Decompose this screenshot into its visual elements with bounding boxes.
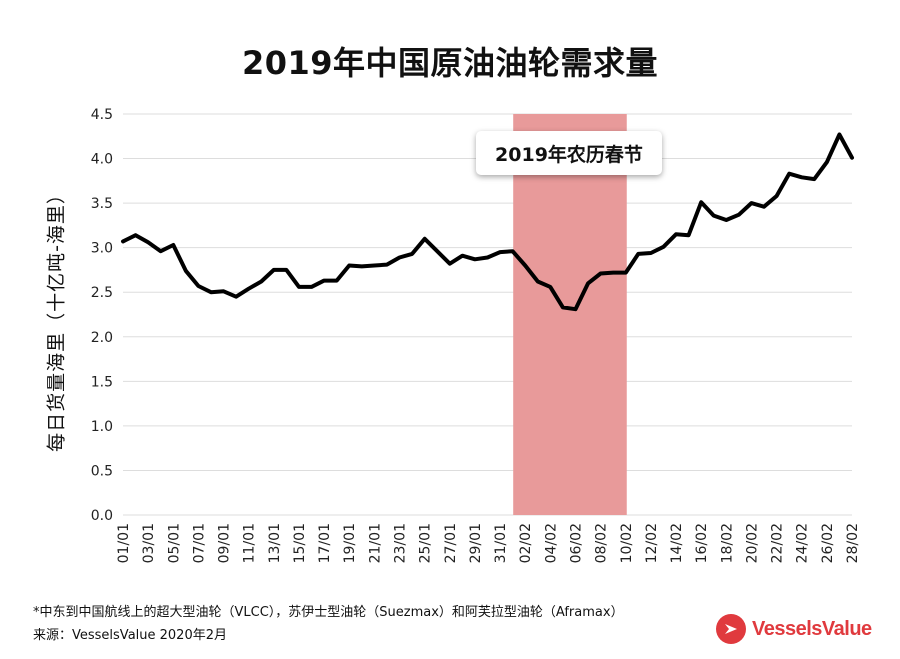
- grid-lines: [123, 113, 852, 516]
- x-tick-label: 24/02: [795, 523, 811, 563]
- x-axis-ticks: 01/01 03/01 05/01 07/01 09/01 11/01 13/01 15/01…: [116, 523, 861, 563]
- y-tick-label: 4.5: [91, 107, 113, 123]
- x-tick-label: 22/02: [770, 523, 786, 563]
- y-tick-label: 2.5: [91, 285, 113, 301]
- x-tick-label: 13/01: [267, 523, 283, 563]
- x-tick-label: 17/01: [317, 523, 333, 563]
- chinese-new-year-label: 2019年农历春节: [476, 131, 662, 175]
- series-line: [121, 132, 854, 312]
- y-axis-ticks: 0.0 0.5 1.0 1.5 2.0 2.5 3.0 3.5 4.0 4.5: [91, 107, 113, 524]
- y-tick-label: 2.0: [91, 330, 113, 346]
- footnote: *中东到中国航线上的超大型油轮（VLCC），苏伊士型油轮（Suezmax）和阿芙…: [33, 605, 624, 620]
- x-tick-label: 29/01: [468, 523, 484, 563]
- x-tick-label: 15/01: [292, 523, 308, 563]
- x-tick-label: 21/01: [367, 523, 383, 563]
- x-tick-label: 05/01: [166, 523, 182, 563]
- source-note: 来源：VesselsValue 2020年2月: [33, 628, 227, 643]
- vesselsvalue-logo-icon: [716, 614, 746, 644]
- y-tick-label: 0.0: [91, 508, 113, 524]
- chart-title: 2019年中国原油油轮需求量: [241, 44, 659, 82]
- x-tick-label: 03/01: [141, 523, 157, 563]
- y-tick-label: 3.5: [91, 196, 113, 212]
- y-tick-label: 4.0: [91, 152, 113, 168]
- chinese-new-year-band: [513, 114, 627, 515]
- vesselsvalue-logo: VesselsValue: [716, 614, 872, 644]
- x-tick-label: 18/02: [719, 523, 735, 563]
- x-tick-label: 14/02: [669, 523, 685, 563]
- x-tick-label: 04/02: [543, 523, 559, 563]
- x-tick-label: 12/02: [644, 523, 660, 563]
- y-tick-label: 1.0: [91, 419, 113, 435]
- x-tick-label: 16/02: [694, 523, 710, 563]
- x-tick-label: 06/02: [568, 523, 584, 563]
- y-tick-label: 3.0: [91, 241, 113, 257]
- y-axis-label: 每日货量海里（十亿吨-海里）: [45, 184, 68, 452]
- y-tick-label: 0.5: [91, 463, 113, 479]
- vesselsvalue-logo-text: VesselsValue: [752, 617, 872, 640]
- x-tick-label: 01/01: [116, 523, 132, 563]
- x-tick-label: 19/01: [342, 523, 358, 563]
- x-tick-label: 09/01: [217, 523, 233, 563]
- x-tick-label: 31/01: [493, 523, 509, 563]
- x-tick-label: 28/02: [845, 523, 861, 563]
- y-tick-label: 1.5: [91, 374, 113, 390]
- x-tick-label: 07/01: [191, 523, 207, 563]
- x-tick-label: 02/02: [518, 523, 534, 563]
- x-tick-label: 20/02: [744, 523, 760, 563]
- x-tick-label: 10/02: [619, 523, 635, 563]
- x-tick-label: 23/01: [393, 523, 409, 563]
- x-tick-label: 25/01: [418, 523, 434, 563]
- x-tick-label: 08/02: [594, 523, 610, 563]
- x-tick-label: 11/01: [242, 523, 258, 563]
- x-tick-label: 27/01: [443, 523, 459, 563]
- x-tick-label: 26/02: [820, 523, 836, 563]
